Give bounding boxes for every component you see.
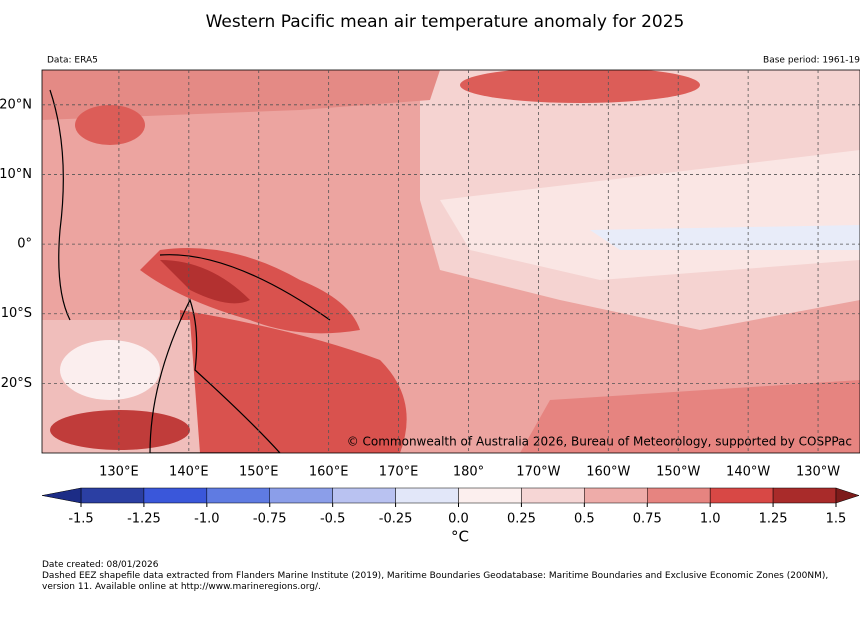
lon-label: 160°W (586, 465, 630, 480)
colorbar-tick-label: 1.25 (759, 512, 788, 527)
colorbar-tick-label: -1.0 (194, 512, 219, 527)
lon-label: 150°W (656, 465, 700, 480)
colorbar-tick-label: 1.0 (700, 512, 721, 527)
colorbar-tick-label: -0.25 (379, 512, 413, 527)
map-frame (41, 69, 860, 454)
lon-label: 150°E (239, 465, 279, 480)
colorbar-unit: °C (451, 528, 469, 546)
colorbar-extend (835, 487, 860, 504)
colorbar-bin (332, 487, 396, 504)
colorbar-tick-label: 0.75 (633, 512, 662, 527)
base-period: Base period: 1961-19 (763, 56, 860, 66)
colorbar-tick-label: 0.5 (574, 512, 595, 527)
lat-label: 20°S (1, 376, 32, 391)
colorbar-bin (80, 487, 145, 504)
figure: Western Pacific mean air temperature ano… (0, 12, 860, 546)
footer-note: Dashed EEZ shapefile data extracted from… (42, 571, 829, 592)
lon-label: 170°E (379, 465, 419, 480)
colorbar-tick-label: 0.0 (448, 512, 469, 527)
colorbar-tick-label: -1.25 (127, 512, 161, 527)
lon-label: 140°W (726, 465, 770, 480)
colorbar-tick-label: 0.25 (507, 512, 536, 527)
colorbar-bin (772, 487, 837, 504)
colorbar-bin (521, 487, 585, 504)
colorbar-bin (269, 487, 333, 504)
colorbar-tick-label: 1.5 (826, 512, 847, 527)
date-created: Date created: 08/01/2026 (42, 560, 159, 570)
lat-label: 10°N (0, 167, 32, 182)
colorbar-bin (709, 487, 774, 504)
lat-label: 0° (17, 237, 32, 252)
lon-label: 170°W (516, 465, 560, 480)
colorbar-bin (206, 487, 270, 504)
lat-label: 20°N (0, 97, 32, 112)
lon-label: 160°E (309, 465, 349, 480)
title: Western Pacific mean air temperature ano… (206, 12, 685, 32)
footer: Date created: 08/01/2026 Dashed EEZ shap… (42, 560, 857, 593)
lon-label: 180° (453, 465, 484, 480)
map-field (42, 70, 860, 453)
lon-label: 130°E (99, 465, 139, 480)
lon-label: 130°W (796, 465, 840, 480)
lat-label: 10°S (1, 306, 32, 321)
colorbar-bin (458, 487, 522, 504)
colorbar-bin (584, 487, 648, 504)
colorbar-tick-label: -0.5 (320, 512, 345, 527)
colorbar-tick-label: -1.5 (68, 512, 93, 527)
data-source: Data: ERA5 (47, 56, 98, 66)
colorbar-bin (395, 487, 459, 504)
colorbar-extend (41, 487, 82, 504)
colorbar-bin (143, 487, 208, 504)
map-credit: © Commonwealth of Australia 2026, Bureau… (347, 435, 852, 449)
colorbar-bin (647, 487, 711, 504)
lon-label: 140°E (169, 465, 209, 480)
colorbar-tick-label: -0.75 (253, 512, 287, 527)
